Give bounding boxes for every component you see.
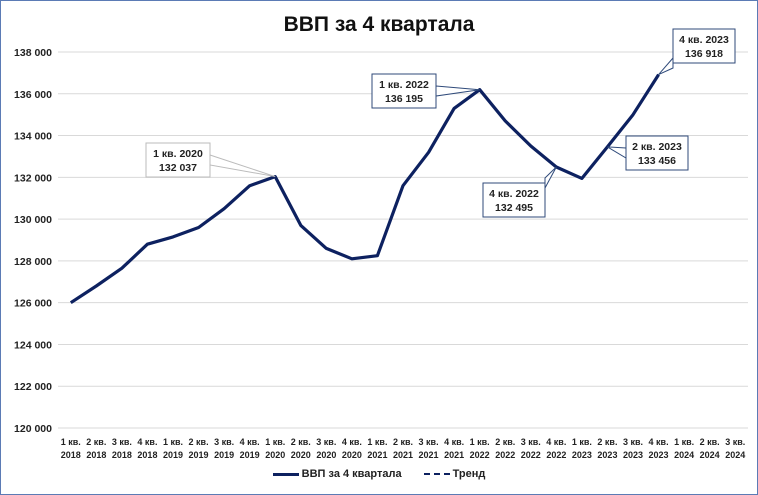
y-tick-label: 130 000 [14,214,52,226]
x-tick-label: 2020 [291,450,311,460]
x-tick-label: 2022 [546,450,566,460]
callout-box [625,135,689,171]
x-tick-label: 2 кв. [86,437,106,447]
x-tick-label: 4 кв. [444,437,464,447]
x-tick-label: 4 кв. [342,437,362,447]
x-tick-label: 1 кв. [572,437,592,447]
x-tick-label: 3 кв. [214,437,234,447]
legend-label-trend: Тренд [452,468,486,480]
x-tick-label: 3 кв. [521,437,541,447]
callout-period: 4 кв. 2023 [679,34,729,46]
x-tick-label: 2020 [316,450,336,460]
callout-period: 4 кв. 2022 [489,188,539,200]
y-tick-label: 128 000 [14,256,52,268]
x-tick-label: 1 кв. [61,437,81,447]
x-tick-label: 1 кв. [265,437,285,447]
x-tick-label: 4 кв. [546,437,566,447]
x-tick-label: 1 кв. [470,437,490,447]
y-tick-label: 134 000 [14,131,52,143]
x-tick-label: 4 кв. [649,437,669,447]
y-tick-label: 136 000 [14,89,52,101]
x-tick-label: 2021 [419,450,439,460]
x-tick-label: 2024 [674,450,694,460]
x-tick-label: 2023 [649,450,669,460]
x-tick-label: 3 кв. [623,437,643,447]
callout-period: 1 кв. 2020 [153,148,203,160]
x-tick-label: 2018 [112,450,132,460]
x-tick-label: 2 кв. [393,437,413,447]
dashed-line-swatch-icon [423,473,450,475]
x-tick-label: 2018 [61,450,81,460]
x-tick-label: 2022 [495,450,515,460]
x-tick-label: 2 кв. [495,437,515,447]
callout-pointer [607,146,627,159]
callout-pointer [658,56,674,76]
x-tick-label: 2019 [240,450,260,460]
callout-pointer [209,154,276,178]
callout-value: 136 195 [385,93,423,105]
x-tick-label: 2018 [86,450,106,460]
legend-item-trend: Тренд [423,468,486,480]
callout-box [482,182,546,218]
x-tick-label: 2 кв. [291,437,311,447]
x-tick-label: 2 кв. [189,437,209,447]
x-tick-label: 2022 [470,450,490,460]
legend-item-gdp: ВВП за 4 квартала [272,468,402,480]
gdp-series-line [69,73,660,305]
callout-value: 132 037 [159,162,197,174]
x-tick-label: 1 кв. [163,437,183,447]
x-tick-label: 1 кв. [367,437,387,447]
callout-period: 1 кв. 2022 [379,79,429,91]
y-tick-label: 138 000 [14,47,52,59]
callout-box [371,73,437,109]
callout-box [672,28,736,64]
x-tick-label: 3 кв. [419,437,439,447]
x-tick-label: 2022 [521,450,541,460]
x-tick-label: 2 кв. [700,437,720,447]
callout-value: 136 918 [685,48,723,60]
y-tick-label: 126 000 [14,298,52,310]
x-tick-label: 2019 [163,450,183,460]
x-tick-label: 2 кв. [597,437,617,447]
solid-line-swatch-icon [272,472,299,476]
x-tick-label: 2021 [444,450,464,460]
y-tick-label: 124 000 [14,339,52,351]
x-tick-label: 2023 [623,450,643,460]
chart-legend: ВВП за 4 квартала Тренд [0,468,758,480]
callout-value: 133 456 [638,155,676,167]
x-tick-label: 2020 [342,450,362,460]
x-tick-label: 4 кв. [137,437,157,447]
x-tick-label: 2023 [572,450,592,460]
x-tick-label: 1 кв. [674,437,694,447]
x-tick-label: 2018 [137,450,157,460]
y-tick-label: 132 000 [14,172,52,184]
x-tick-label: 2021 [393,450,413,460]
x-tick-label: 2024 [700,450,720,460]
x-tick-label: 3 кв. [725,437,745,447]
x-tick-label: 2020 [265,450,285,460]
legend-label-gdp: ВВП за 4 квартала [301,468,402,480]
y-tick-label: 120 000 [14,423,52,435]
x-tick-label: 3 кв. [112,437,132,447]
callout-box [145,142,211,178]
callout-period: 2 кв. 2023 [632,141,682,153]
x-tick-label: 2019 [189,450,209,460]
x-tick-label: 2021 [367,450,387,460]
x-tick-label: 3 кв. [316,437,336,447]
x-tick-label: 4 кв. [240,437,260,447]
y-tick-label: 122 000 [14,381,52,393]
callout-value: 132 495 [495,202,533,214]
x-tick-label: 2019 [214,450,234,460]
x-tick-label: 2023 [597,450,617,460]
chart-title: ВВП за 4 квартала [283,13,475,36]
x-tick-label: 2024 [725,450,745,460]
